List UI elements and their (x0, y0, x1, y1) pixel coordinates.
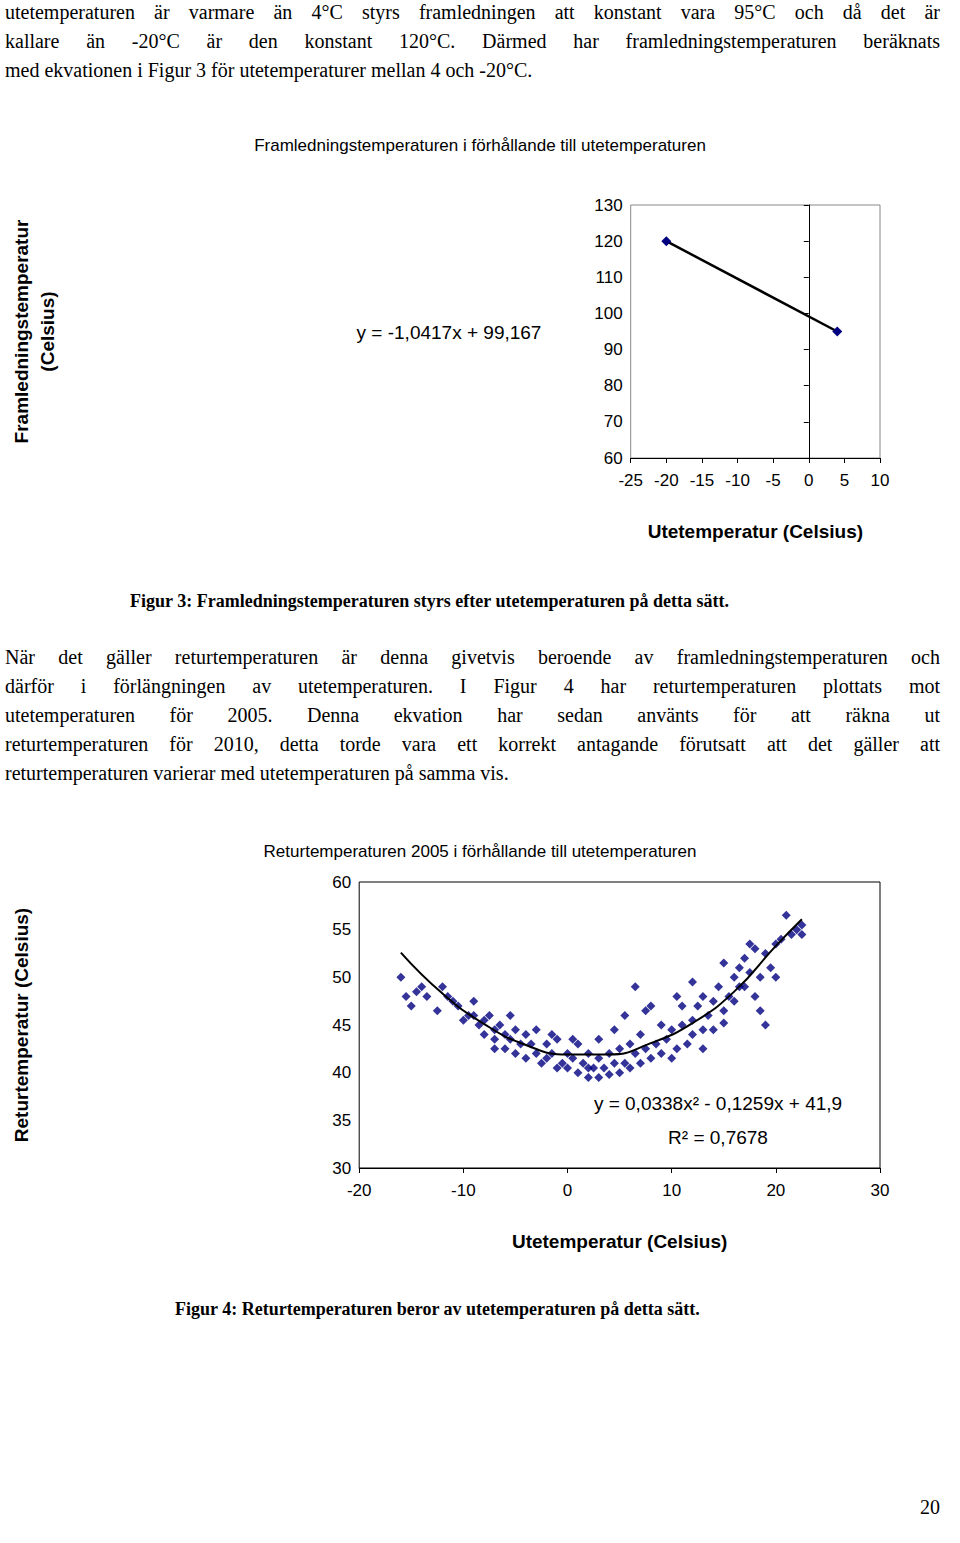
svg-text:80: 80 (604, 376, 623, 395)
svg-text:20: 20 (766, 1181, 785, 1200)
svg-text:110: 110 (596, 268, 623, 287)
html-text:kallare än -20°C är den konsta: kallare än -20°C är den konstant 120°C. … (5, 30, 940, 52)
svg-text:60: 60 (604, 449, 623, 468)
svg-text:35: 35 (332, 1111, 351, 1130)
svg-text:10: 10 (871, 471, 890, 490)
svg-text:0: 0 (804, 471, 813, 490)
svg-text:50: 50 (332, 968, 351, 987)
svg-text:Returtemperaturen 2005 i förhå: Returtemperaturen 2005 i förhållande til… (264, 842, 697, 861)
svg-text:100: 100 (594, 304, 622, 323)
svg-text:0: 0 (563, 1181, 572, 1200)
svg-text:70: 70 (604, 412, 623, 431)
svg-text:-25: -25 (618, 471, 643, 490)
svg-text:55: 55 (332, 920, 351, 939)
svg-text:-20: -20 (654, 471, 679, 490)
html-text:returtemperaturen varierar med: returtemperaturen varierar med utetemper… (5, 762, 509, 784)
svg-text:Utetemperatur (Celsius): Utetemperatur (Celsius) (648, 521, 863, 542)
svg-text:90: 90 (604, 340, 623, 359)
html-text:därför i förlängningen av utet: därför i förlängningen av utetemperature… (5, 675, 940, 697)
svg-text:-10: -10 (451, 1181, 476, 1200)
svg-text:30: 30 (332, 1159, 351, 1178)
svg-text:y = 0,0338x² - 0,1259x + 41,9: y = 0,0338x² - 0,1259x + 41,9 (594, 1093, 842, 1114)
svg-text:R² = 0,7678: R² = 0,7678 (668, 1127, 768, 1148)
html-text:returtemperaturen för 2010, de: returtemperaturen för 2010, detta torde … (5, 733, 940, 755)
svg-text:120: 120 (594, 232, 622, 251)
svg-text:10: 10 (662, 1181, 681, 1200)
html-text:20: 20 (920, 1496, 940, 1518)
svg-text:Returtemperatur (Celsius): Returtemperatur (Celsius) (11, 908, 32, 1142)
svg-text:Framledningstemperatur: Framledningstemperatur (11, 219, 32, 443)
svg-text:-5: -5 (766, 471, 781, 490)
svg-text:60: 60 (332, 873, 351, 892)
html-text:Figur 3: Framledningstemperatu: Figur 3: Framledningstemperaturen styrs … (130, 591, 730, 611)
html-text:utetemperaturen är varmare än: utetemperaturen är varmare än 4°C styrs … (5, 1, 940, 23)
svg-text:-10: -10 (725, 471, 750, 490)
html-text:När det gäller returtemperatur: När det gäller returtemperaturen är denn… (5, 646, 940, 668)
svg-text:-20: -20 (347, 1181, 372, 1200)
html-text:utetemperaturen för 2005. Denn: utetemperaturen för 2005. Denna ekvation… (5, 704, 940, 726)
html-text:Figur 4: Returtemperaturen ber: Figur 4: Returtemperaturen beror av utet… (175, 1299, 700, 1319)
html-text:med ekvationen i Figur 3 för u: med ekvationen i Figur 3 för utetemperat… (5, 59, 533, 81)
svg-text:40: 40 (332, 1063, 351, 1082)
svg-text:y = -1,0417x + 99,167: y = -1,0417x + 99,167 (357, 322, 542, 343)
svg-text:45: 45 (332, 1016, 351, 1035)
svg-text:Framledningstemperaturen i för: Framledningstemperaturen i förhållande t… (254, 136, 706, 155)
svg-text:30: 30 (871, 1181, 890, 1200)
svg-text:Utetemperatur (Celsius): Utetemperatur (Celsius) (512, 1231, 727, 1252)
svg-text:130: 130 (594, 196, 622, 215)
svg-text:5: 5 (840, 471, 849, 490)
svg-text:-15: -15 (690, 471, 715, 490)
svg-text:(Celsius): (Celsius) (37, 291, 58, 371)
